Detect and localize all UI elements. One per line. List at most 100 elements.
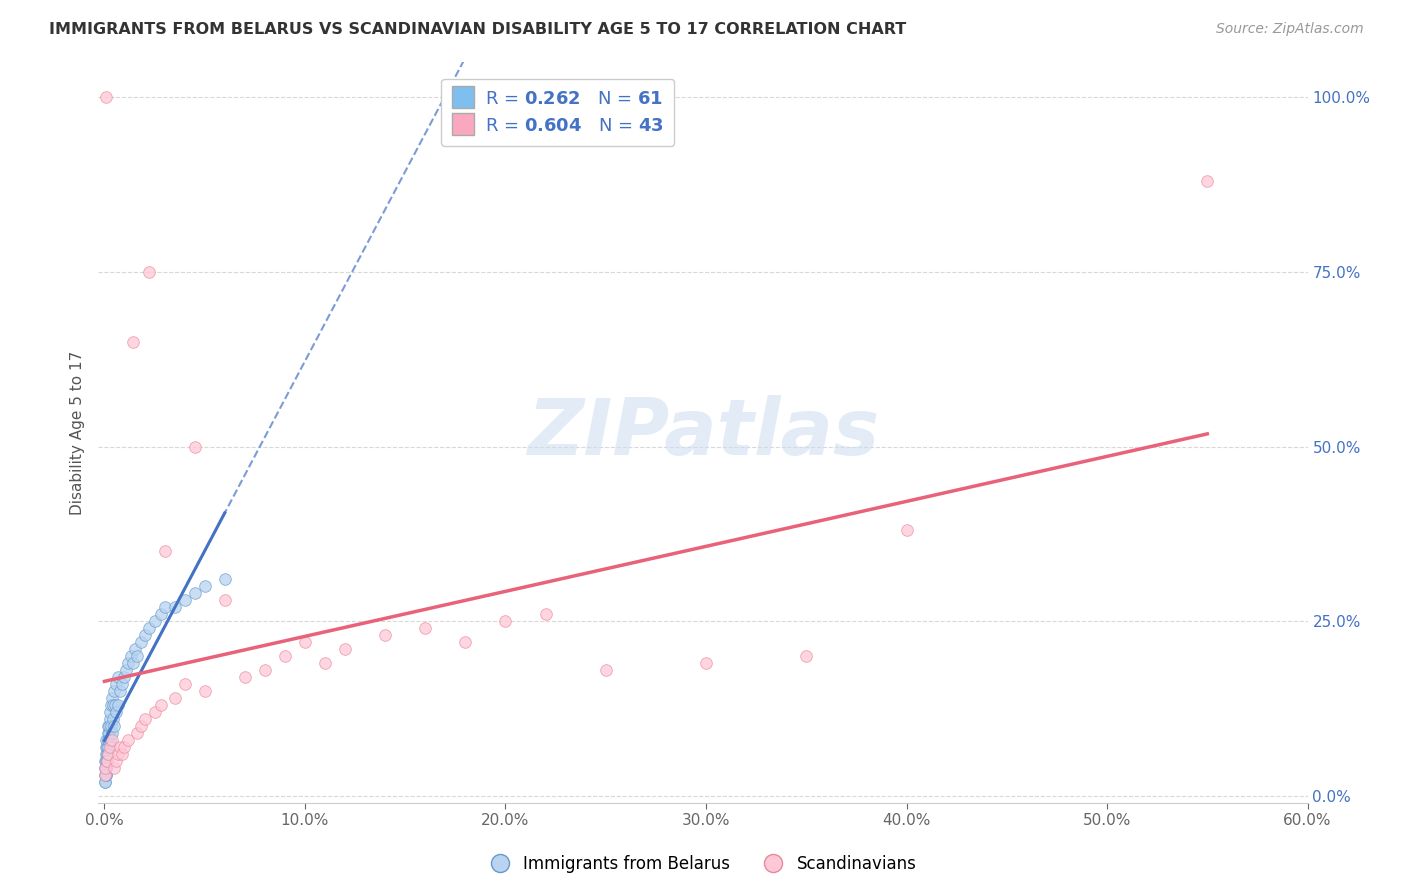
Point <box>94 754 117 768</box>
Point <box>101 691 124 706</box>
Point <box>97 739 120 754</box>
Point <box>125 726 148 740</box>
Point <box>105 705 128 719</box>
Point <box>114 670 136 684</box>
Point <box>96 747 118 761</box>
Point <box>454 635 477 649</box>
Point <box>96 761 118 775</box>
Point <box>97 726 120 740</box>
Point <box>374 628 396 642</box>
Point <box>314 656 336 670</box>
Point <box>294 635 316 649</box>
Point <box>534 607 557 622</box>
Point <box>214 593 236 607</box>
Point <box>101 712 124 726</box>
Text: IMMIGRANTS FROM BELARUS VS SCANDINAVIAN DISABILITY AGE 5 TO 17 CORRELATION CHART: IMMIGRANTS FROM BELARUS VS SCANDINAVIAN … <box>49 22 907 37</box>
Point <box>94 775 117 789</box>
Point <box>100 733 122 747</box>
Point <box>96 768 118 782</box>
Point <box>100 719 122 733</box>
Point <box>896 524 918 538</box>
Point <box>100 705 122 719</box>
Point <box>117 733 139 747</box>
Point <box>100 739 122 754</box>
Point <box>94 754 117 768</box>
Point <box>96 747 118 761</box>
Point <box>103 684 125 698</box>
Point <box>101 733 124 747</box>
Point <box>114 739 136 754</box>
Y-axis label: Disability Age 5 to 17: Disability Age 5 to 17 <box>69 351 84 515</box>
Point <box>96 754 118 768</box>
Point <box>125 649 148 664</box>
Point <box>121 656 143 670</box>
Point <box>333 642 356 657</box>
Point <box>97 719 120 733</box>
Legend: R = $\bf{0.262}$   N = $\bf{61}$, R = $\bf{0.604}$   N = $\bf{43}$: R = $\bf{0.262}$ N = $\bf{61}$, R = $\bf… <box>441 78 675 145</box>
Point <box>183 586 205 600</box>
Point <box>495 614 517 628</box>
Point <box>98 719 121 733</box>
Point <box>105 754 128 768</box>
Point <box>111 747 134 761</box>
Point <box>104 698 127 712</box>
Point <box>124 642 146 657</box>
Point <box>94 768 117 782</box>
Point <box>138 621 160 635</box>
Text: ZIPatlas: ZIPatlas <box>527 394 879 471</box>
Point <box>103 761 125 775</box>
Point <box>103 719 125 733</box>
Point <box>134 712 156 726</box>
Point <box>103 698 125 712</box>
Point <box>94 761 117 775</box>
Point <box>595 663 617 677</box>
Point <box>105 677 128 691</box>
Point <box>120 649 142 664</box>
Point <box>143 705 166 719</box>
Point <box>153 544 176 558</box>
Point <box>96 90 118 104</box>
Point <box>107 747 129 761</box>
Point <box>97 747 120 761</box>
Point <box>94 761 117 775</box>
Point <box>111 677 134 691</box>
Point <box>163 691 186 706</box>
Point <box>153 600 176 615</box>
Point <box>97 726 120 740</box>
Text: Source: ZipAtlas.com: Source: ZipAtlas.com <box>1216 22 1364 37</box>
Point <box>94 761 117 775</box>
Point <box>94 775 117 789</box>
Point <box>107 698 129 712</box>
Point <box>194 579 217 593</box>
Point <box>98 712 121 726</box>
Point <box>96 733 118 747</box>
Point <box>695 656 717 670</box>
Point <box>121 334 143 349</box>
Point <box>413 621 436 635</box>
Point <box>96 754 118 768</box>
Point <box>794 649 817 664</box>
Point <box>138 265 160 279</box>
Point <box>143 614 166 628</box>
Point <box>94 768 117 782</box>
Point <box>173 593 195 607</box>
Point <box>183 440 205 454</box>
Point <box>101 726 124 740</box>
Point <box>134 628 156 642</box>
Point <box>94 768 117 782</box>
Point <box>274 649 297 664</box>
Point <box>253 663 276 677</box>
Point <box>233 670 256 684</box>
Point <box>97 747 120 761</box>
Point <box>110 739 132 754</box>
Point <box>129 719 152 733</box>
Point <box>97 733 120 747</box>
Point <box>115 663 138 677</box>
Point <box>214 572 236 586</box>
Point <box>1197 174 1219 188</box>
Legend: Immigrants from Belarus, Scandinavians: Immigrants from Belarus, Scandinavians <box>482 848 924 880</box>
Point <box>110 684 132 698</box>
Point <box>97 733 120 747</box>
Point <box>149 698 172 712</box>
Point <box>173 677 195 691</box>
